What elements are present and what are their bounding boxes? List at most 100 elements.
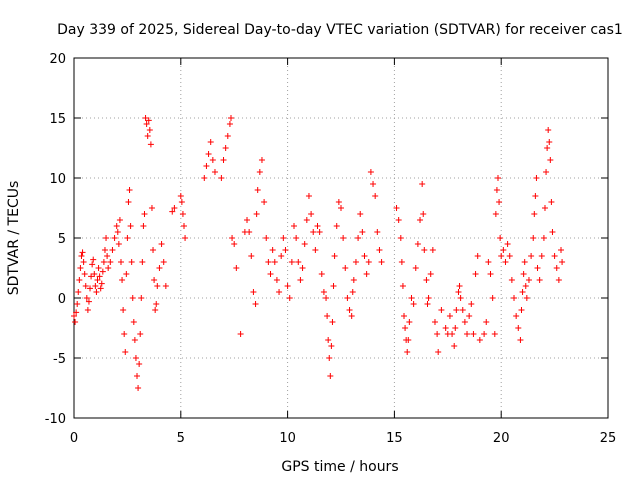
data-point	[521, 259, 528, 265]
data-point	[493, 187, 500, 193]
data-point	[492, 211, 499, 217]
data-point	[532, 193, 539, 199]
data-point	[139, 259, 146, 265]
data-point	[531, 211, 538, 217]
data-point	[541, 205, 548, 211]
data-point	[89, 261, 96, 268]
data-point	[150, 247, 157, 253]
data-point	[125, 199, 132, 205]
data-point	[113, 223, 120, 229]
data-point	[494, 175, 501, 181]
data-point	[263, 235, 270, 241]
data-point	[116, 217, 123, 223]
data-point	[461, 319, 468, 325]
y-tick-label: 10	[49, 172, 66, 187]
data-point	[417, 217, 424, 223]
data-point	[372, 193, 379, 199]
data-point	[378, 259, 385, 265]
data-point	[284, 283, 291, 289]
data-point	[278, 253, 285, 259]
data-point	[398, 259, 405, 265]
data-point	[421, 247, 428, 253]
data-point	[522, 283, 529, 289]
data-point	[455, 289, 462, 295]
data-point	[75, 289, 82, 295]
data-point	[148, 205, 155, 211]
data-point	[326, 355, 333, 361]
data-point	[269, 247, 276, 253]
data-point	[144, 133, 151, 139]
data-point	[104, 253, 111, 259]
data-point	[224, 133, 231, 139]
data-point	[253, 211, 260, 217]
data-point	[367, 169, 374, 175]
data-point	[457, 295, 464, 301]
data-point	[141, 211, 148, 217]
data-point	[374, 229, 381, 235]
data-point	[423, 277, 430, 283]
data-point	[293, 235, 300, 241]
data-point	[147, 141, 154, 148]
data-point	[94, 277, 101, 283]
y-tick-label: 15	[49, 112, 66, 127]
x-tick-label: 10	[279, 431, 296, 446]
data-point	[517, 337, 524, 343]
data-point	[397, 235, 404, 241]
y-tick-label: -5	[53, 352, 66, 367]
data-point	[80, 259, 87, 265]
data-point	[376, 247, 383, 253]
data-point	[297, 277, 304, 283]
data-point	[330, 283, 337, 289]
data-point	[231, 241, 238, 247]
data-point	[227, 115, 234, 121]
data-point	[158, 241, 165, 247]
data-point	[220, 157, 227, 163]
data-point	[126, 187, 133, 193]
data-point	[201, 175, 208, 181]
data-point	[135, 385, 142, 391]
data-point	[361, 253, 368, 259]
data-point	[154, 283, 161, 289]
data-point	[73, 309, 80, 316]
data-point	[276, 289, 283, 295]
y-axis-label: SDTVAR / TECUs	[6, 181, 22, 296]
data-point	[363, 271, 370, 277]
data-point	[123, 271, 130, 277]
data-point	[103, 235, 110, 241]
data-point	[329, 319, 336, 325]
data-point	[357, 211, 364, 217]
data-point	[511, 295, 518, 301]
data-point	[301, 241, 308, 247]
data-point	[203, 163, 210, 169]
data-point	[134, 373, 141, 379]
data-point	[222, 145, 229, 151]
data-point	[546, 139, 553, 145]
data-point	[498, 253, 505, 259]
data-point	[261, 199, 268, 205]
data-point	[442, 325, 449, 331]
data-point	[248, 253, 255, 259]
data-point	[518, 307, 525, 313]
data-point	[160, 259, 167, 265]
data-point	[280, 235, 287, 241]
data-point	[77, 265, 84, 271]
data-point	[466, 313, 473, 319]
data-point	[179, 211, 186, 217]
data-point	[425, 295, 432, 301]
data-point	[427, 271, 434, 277]
data-point	[291, 223, 298, 229]
y-tick-label: 0	[58, 292, 66, 307]
data-point	[438, 307, 445, 313]
data-point	[342, 265, 349, 271]
data-point	[464, 331, 471, 337]
data-point	[543, 169, 550, 175]
data-point	[355, 235, 362, 241]
data-point	[138, 295, 145, 301]
data-point	[153, 301, 160, 307]
data-point	[271, 259, 278, 265]
data-point	[79, 249, 86, 256]
data-point	[549, 229, 556, 235]
x-tick-label: 15	[386, 431, 403, 446]
data-point	[533, 175, 540, 181]
data-point	[451, 343, 458, 349]
